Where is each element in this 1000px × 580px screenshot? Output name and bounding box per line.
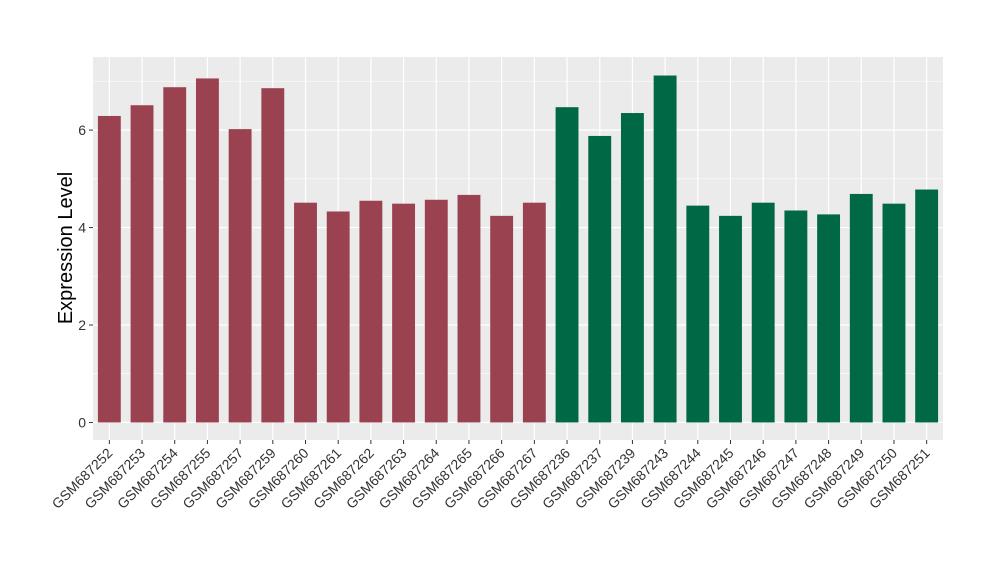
bar-GSM687262	[359, 200, 383, 423]
bar-GSM687250	[882, 203, 906, 423]
bar-GSM687265	[457, 194, 481, 423]
y-tick-label: 0	[78, 414, 86, 430]
y-axis: 0 2 4 6	[78, 122, 93, 430]
bar-GSM687255	[195, 78, 219, 423]
y-axis-label: Expression Level	[55, 172, 77, 324]
bar-GSM687245	[719, 215, 742, 423]
bar-GSM687260	[294, 202, 317, 423]
bar-GSM687244	[686, 205, 710, 423]
bar-GSM687264	[424, 199, 448, 423]
bar-GSM687252	[97, 115, 121, 423]
bar-GSM687266	[490, 215, 514, 423]
x-axis: GSM687252GSM687253GSM687254GSM687255GSM6…	[49, 440, 933, 512]
bars	[97, 75, 939, 423]
bar-GSM687251	[915, 189, 939, 423]
bar-GSM687263	[392, 203, 416, 423]
bar-GSM687239	[620, 113, 644, 423]
bar-GSM687253	[130, 105, 154, 423]
y-tick-label: 4	[78, 220, 86, 236]
bar-GSM687249	[849, 193, 873, 423]
bar-GSM687254	[163, 87, 187, 423]
y-tick-label: 2	[78, 317, 86, 333]
bar-GSM687237	[588, 135, 612, 423]
panel-background	[93, 57, 943, 440]
y-tick-label: 6	[78, 122, 86, 138]
bar-GSM687261	[326, 211, 350, 423]
bar-GSM687248	[817, 214, 841, 423]
bar-GSM687236	[555, 107, 579, 423]
bar-GSM687259	[261, 88, 285, 423]
bar-GSM687267	[522, 202, 546, 423]
bar-GSM687257	[228, 129, 252, 423]
bar-GSM687243	[653, 75, 677, 423]
bar-GSM687247	[784, 210, 808, 423]
bar-GSM687246	[751, 202, 775, 423]
